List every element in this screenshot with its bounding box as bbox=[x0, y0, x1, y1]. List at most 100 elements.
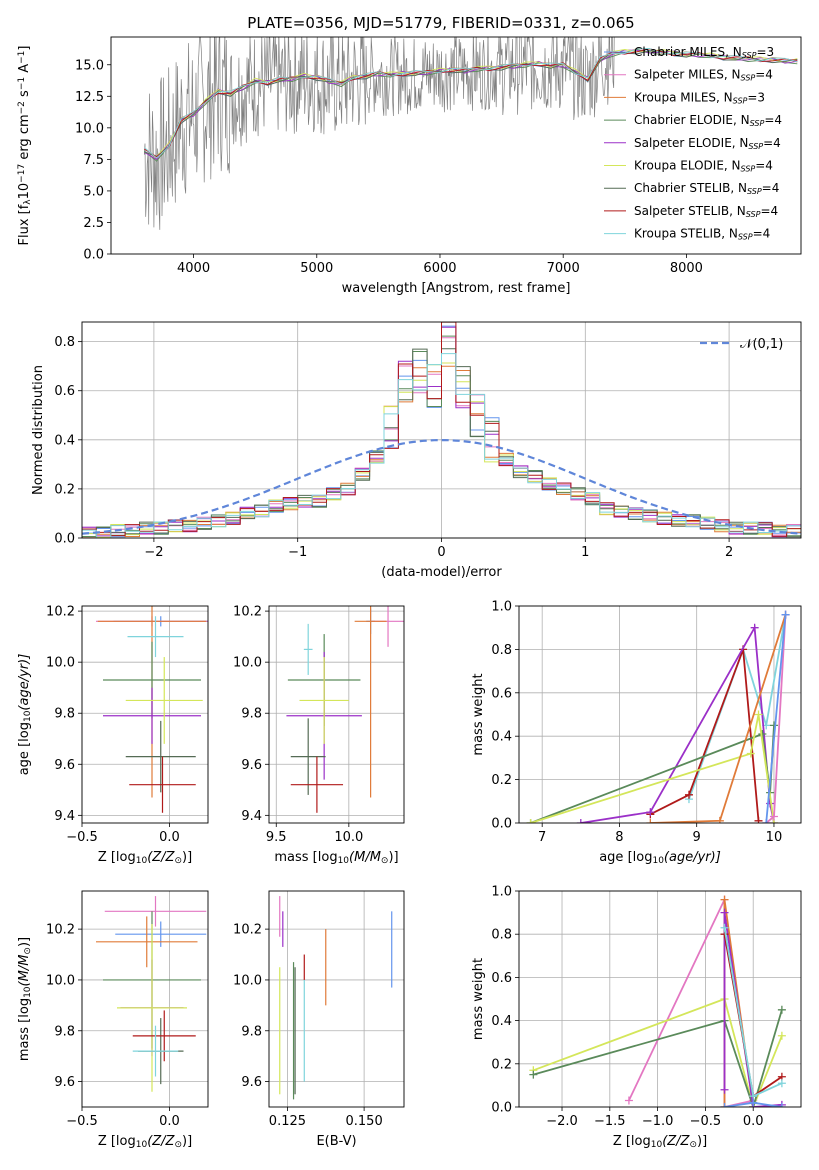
legend-label-normal: 𝒩(0,1) bbox=[740, 337, 783, 352]
legend-entry-1: Salpeter MILES, NSSP=4 bbox=[634, 68, 773, 83]
y-tick-label: 0.2 bbox=[54, 482, 75, 497]
mass-weight-marker-7 bbox=[781, 610, 790, 619]
y-tick-label: 10.2 bbox=[46, 605, 75, 620]
y-axis-label-part: −1 bbox=[17, 77, 27, 90]
mass-weight-marker-1 bbox=[684, 790, 693, 799]
x-axis-label: E(B-V) bbox=[316, 1134, 356, 1149]
x-axis-label: Z [log10(Z/Z⊙)] bbox=[613, 1134, 707, 1150]
legend-label: Kroupa STELIB, N bbox=[634, 227, 738, 241]
mass-weight-marker-0 bbox=[624, 1096, 633, 1105]
legend-label: Chabrier STELIB, N bbox=[634, 181, 747, 195]
mass-weight-marker-4 bbox=[746, 749, 755, 758]
y-axis-label: Flux [fλ10−17 erg cm−2 s−1 A−1] bbox=[17, 46, 33, 246]
x-axis-label-part: 10 bbox=[136, 1140, 148, 1150]
mass-weight-line-0 bbox=[628, 899, 754, 1107]
plot-area-spectrum bbox=[143, 37, 798, 230]
y-tick-label: 9.6 bbox=[54, 758, 75, 773]
mass-weight-marker-7 bbox=[749, 1098, 758, 1107]
x-axis-label-part: 10 bbox=[338, 856, 350, 866]
legend-sub: SSP bbox=[750, 119, 765, 128]
x-tick-label: −0.5 bbox=[690, 1114, 722, 1129]
x-axis-label-part: )] bbox=[388, 850, 398, 865]
x-tick-label: 9.5 bbox=[266, 830, 287, 845]
x-tick-label: 0.0 bbox=[159, 1114, 180, 1129]
legend-entry-4: Salpeter ELODIE, NSSP=4 bbox=[634, 136, 781, 151]
y-tick-label: 0.6 bbox=[54, 384, 75, 399]
plot-area-massweight-vs-Z bbox=[529, 895, 786, 1107]
x-tick-label: −1.0 bbox=[642, 1114, 674, 1129]
axes-frame bbox=[268, 890, 405, 1108]
x-tick-label: 1 bbox=[581, 545, 589, 560]
mass-weight-marker-6 bbox=[720, 923, 729, 932]
plot-area-mass-vs-EBV bbox=[279, 896, 393, 1100]
y-tick-label: 0.4 bbox=[491, 730, 512, 745]
y-tick-label: 2.5 bbox=[83, 216, 104, 231]
x-axis-label-part: (Z/Z bbox=[147, 1134, 175, 1149]
y-axis-label-part: −17 bbox=[17, 164, 27, 183]
y-axis-label-part: 10 bbox=[17, 183, 32, 200]
x-tick-label: 10.0 bbox=[334, 830, 363, 845]
y-tick-label: 9.8 bbox=[241, 1024, 262, 1039]
x-axis-label-part: )] bbox=[182, 1134, 192, 1149]
plot-area-age-vs-mass bbox=[286, 606, 404, 813]
x-tick-label: 0.125 bbox=[269, 1114, 306, 1129]
axes-age-vs-mass: 9.5 10.0 9.4 9.6 9.8 10.0 10.2 mass [log10(M/M⊙… bbox=[233, 605, 405, 866]
legend-suffix: =4 bbox=[764, 113, 782, 127]
y-tick-label: 1.0 bbox=[491, 600, 512, 615]
legend-sub: SSP bbox=[742, 51, 757, 60]
legend-sub: SSP bbox=[738, 233, 753, 242]
x-tick-label: −2.0 bbox=[546, 1114, 578, 1129]
y-tick-label: 0.2 bbox=[491, 1057, 512, 1072]
y-tick-label: 0.2 bbox=[491, 773, 512, 788]
y-tick-label: 10.2 bbox=[233, 605, 262, 620]
x-tick-label: 8000 bbox=[670, 261, 703, 276]
x-tick-label: 7000 bbox=[547, 261, 580, 276]
y-tick-label: 0.0 bbox=[83, 248, 104, 263]
legend-sub: SSP bbox=[747, 187, 762, 196]
y-tick-label: 0.0 bbox=[54, 532, 75, 547]
x-axis-label-part: (Z/Z bbox=[662, 1134, 690, 1149]
normal-distribution-curve bbox=[82, 439, 801, 535]
legend-suffix: =4 bbox=[762, 181, 780, 195]
legend-suffix: =4 bbox=[760, 204, 778, 218]
y-axis-label-part: mass [log bbox=[17, 998, 32, 1061]
y-axis-label: mass weight bbox=[471, 673, 486, 755]
y-axis-label-part: ⊙ bbox=[23, 947, 33, 955]
legend-label: Salpeter MILES, N bbox=[634, 68, 741, 82]
mass-weight-marker-4 bbox=[526, 819, 535, 823]
legend-sub: SSP bbox=[741, 165, 756, 174]
axes-frame bbox=[110, 36, 802, 255]
y-tick-label: 10.2 bbox=[46, 923, 75, 938]
x-axis-label-part: Z [log bbox=[98, 1134, 136, 1149]
mass-weight-line-1 bbox=[532, 997, 783, 1107]
legend-sub: SSP bbox=[733, 96, 748, 105]
axes-frame bbox=[81, 605, 209, 824]
y-tick-label: 7.5 bbox=[83, 153, 104, 168]
mass-weight-marker-2 bbox=[646, 808, 655, 817]
x-axis-label-part: 10 bbox=[652, 856, 664, 866]
legend-sub: SSP bbox=[748, 142, 763, 151]
axes-layer: 4000 5000 6000 7000 80000.02.55.07.510.012.5… bbox=[17, 36, 802, 1150]
x-tick-label: 4000 bbox=[177, 261, 210, 276]
mass-weight-marker-3 bbox=[720, 895, 729, 904]
x-tick-label: 7 bbox=[538, 830, 546, 845]
legend-entry-3: Chabrier ELODIE, NSSP=4 bbox=[634, 113, 782, 128]
legend-sub: SSP bbox=[746, 210, 761, 219]
y-tick-label: 5.0 bbox=[83, 184, 104, 199]
legend-entry-6: Chabrier STELIB, NSSP=4 bbox=[634, 181, 779, 196]
mass-weight-marker-6 bbox=[769, 812, 778, 821]
x-axis-label-part: 10 bbox=[136, 856, 148, 866]
axes-massweight-vs-Z: −2.0 −1.5 −1.0 −0.5 0.0 0.0 0.2 0.4 0.6 0.8 1.0 Z [… bbox=[471, 885, 802, 1150]
y-tick-label: 10.0 bbox=[233, 973, 262, 988]
y-axis-label-part: )] bbox=[17, 937, 32, 947]
y-axis-label: Normed distribution bbox=[31, 365, 46, 495]
y-tick-label: 0.4 bbox=[491, 1014, 512, 1029]
y-axis-label-part: λ bbox=[23, 199, 33, 205]
x-tick-label: −1.5 bbox=[594, 1114, 626, 1129]
y-axis-label: age [log10(age/yr)] bbox=[17, 654, 33, 776]
axes-age-vs-Z: −0.5 0.09.49.69.810.010.2Z [log10(Z/Z⊙)]a… bbox=[17, 605, 209, 866]
x-axis-label-part: ⊙ bbox=[381, 856, 389, 866]
y-tick-label: 0.4 bbox=[54, 433, 75, 448]
x-tick-label: 0.150 bbox=[346, 1114, 383, 1129]
